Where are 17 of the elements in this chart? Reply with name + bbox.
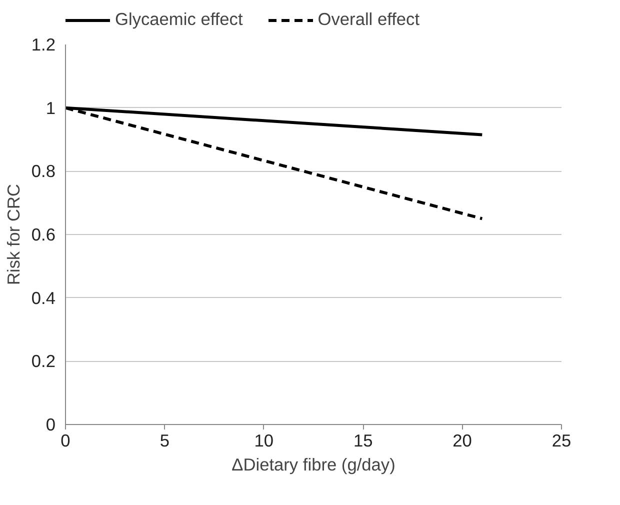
legend-label: Overall effect xyxy=(318,9,420,30)
x-tick-label: 0 xyxy=(60,430,70,450)
x-tick-label: 5 xyxy=(160,430,170,450)
x-axis-title: ΔDietary fibre (g/day) xyxy=(232,454,396,474)
x-tick-label: 25 xyxy=(552,430,572,450)
y-tick-label: 1.2 xyxy=(31,34,56,54)
y-axis-title: Risk for CRC xyxy=(3,184,24,286)
x-tick-label: 10 xyxy=(254,430,274,450)
x-tick-label: 15 xyxy=(353,430,373,450)
y-tick-label: 0.2 xyxy=(31,351,56,372)
y-tick-label: 0.4 xyxy=(31,288,56,308)
y-tick-label: 0.8 xyxy=(31,161,56,182)
y-tick-label: 0 xyxy=(46,414,56,434)
x-tick-label: 20 xyxy=(452,430,472,450)
y-tick-label: 1 xyxy=(46,98,56,118)
legend-label: Glycaemic effect xyxy=(115,9,243,30)
y-tick-label: 0.6 xyxy=(31,224,56,244)
